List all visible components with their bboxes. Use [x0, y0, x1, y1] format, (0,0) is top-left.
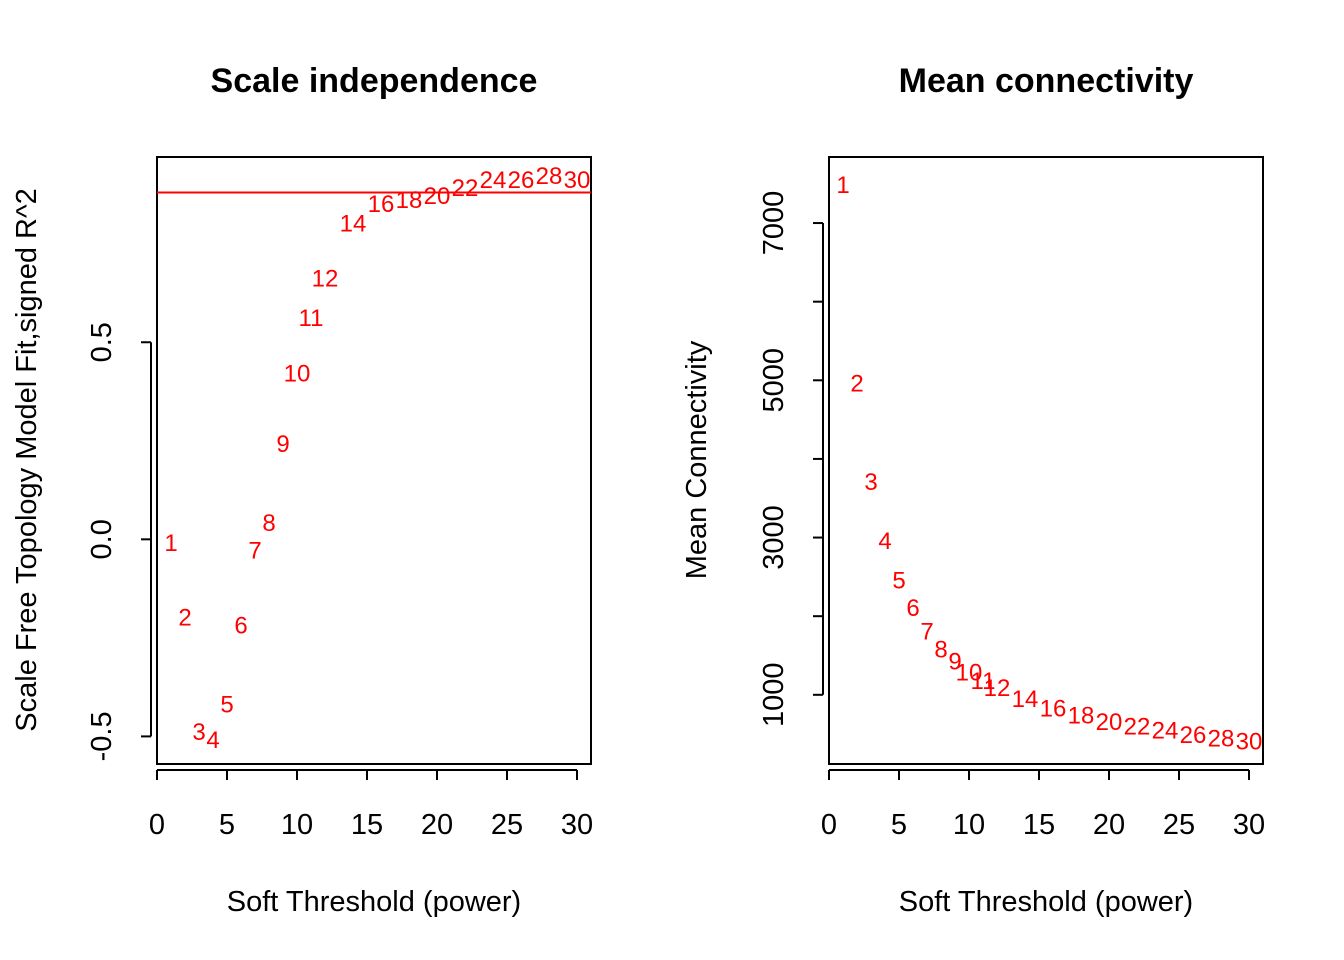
- mean-connectivity-title: Mean connectivity: [899, 62, 1194, 100]
- mean-connectivity-point-label: 1: [836, 172, 849, 199]
- scale-independence-plot-frame: [156, 156, 592, 765]
- mean-connectivity-y-axis: 1000 3000 5000 7000: [758, 191, 824, 728]
- mean-connectivity-x-tick-label: 20: [1093, 809, 1125, 841]
- mean-connectivity-y-tick-label: 1000: [758, 663, 790, 728]
- scale-independence-point-label: 16: [368, 191, 395, 218]
- scale-independence-x-tick-label: 25: [491, 809, 523, 841]
- mean-connectivity-x-axis-label: Soft Threshold (power): [899, 886, 1193, 918]
- mean-connectivity-point-label: 24: [1152, 717, 1179, 744]
- mean-connectivity-point-label: 30: [1236, 728, 1263, 755]
- scale-independence-point-label: 18: [396, 187, 423, 214]
- scale-independence-point-label: 6: [234, 613, 247, 640]
- scale-independence-y-tick-label: 0.5: [86, 322, 118, 362]
- mean-connectivity-x-tick-label: 0: [821, 809, 837, 841]
- mean-connectivity-plot-frame: [828, 156, 1264, 765]
- mean-connectivity-point-label: 6: [906, 595, 919, 622]
- mean-connectivity-x-axis: 0 5 10 15 20 25 30: [821, 769, 1265, 841]
- mean-connectivity-panel: Mean connectivity Soft Threshold (power)…: [681, 62, 1265, 918]
- mean-connectivity-y-tick-label: 5000: [758, 348, 790, 413]
- scale-independence-point-label: 10: [284, 360, 311, 387]
- mean-connectivity-point-label: 12: [984, 675, 1011, 702]
- scale-independence-y-tick-label: -0.5: [86, 711, 118, 761]
- mean-connectivity-y-tick-label: 7000: [758, 191, 790, 256]
- scale-independence-title: Scale independence: [211, 62, 538, 100]
- scale-independence-x-axis: 0 5 10 15 20 25 30: [149, 769, 593, 841]
- scale-independence-point-label: 4: [206, 727, 219, 754]
- scale-independence-point-label: 9: [276, 431, 289, 458]
- mean-connectivity-point-label: 28: [1208, 725, 1235, 752]
- scale-independence-x-axis-label: Soft Threshold (power): [227, 886, 521, 918]
- mean-connectivity-x-tick-label: 10: [953, 809, 985, 841]
- mean-connectivity-point-label: 7: [920, 618, 933, 645]
- mean-connectivity-x-tick-label: 30: [1233, 809, 1265, 841]
- scale-independence-x-tick-label: 30: [561, 809, 593, 841]
- scale-independence-y-axis-label: Scale Free Topology Model Fit,signed R^2: [11, 188, 43, 731]
- mean-connectivity-x-tick-label: 15: [1023, 809, 1055, 841]
- scale-independence-point-label: 11: [299, 305, 324, 332]
- scale-independence-point-label: 7: [248, 538, 261, 565]
- mean-connectivity-point-label: 4: [878, 528, 891, 555]
- scale-independence-y-axis: -0.5 0.0 0.5: [86, 322, 152, 761]
- mean-connectivity-point-label: 5: [892, 567, 905, 594]
- scale-independence-point-label: 8: [262, 510, 275, 537]
- scale-independence-point-label: 14: [340, 211, 367, 238]
- scale-independence-x-tick-label: 0: [149, 809, 165, 841]
- mean-connectivity-point-label: 2: [850, 371, 863, 398]
- mean-connectivity-point-label: 8: [934, 636, 947, 663]
- scale-independence-point-label: 2: [178, 605, 191, 632]
- scale-independence-point-label: 22: [452, 175, 479, 202]
- mean-connectivity-y-tick-label: 3000: [758, 505, 790, 570]
- mean-connectivity-point-label: 10: [956, 659, 983, 686]
- scale-independence-point-label: 3: [192, 719, 205, 746]
- scale-independence-x-tick-label: 20: [421, 809, 453, 841]
- mean-connectivity-point-label: 14: [1012, 686, 1039, 713]
- mean-connectivity-x-tick-label: 5: [891, 809, 907, 841]
- scale-independence-y-tick-label: 0.0: [86, 519, 118, 559]
- mean-connectivity-y-axis-label: Mean Connectivity: [681, 340, 713, 579]
- mean-connectivity-point-label: 11: [971, 668, 996, 695]
- scale-independence-point-label: 12: [312, 266, 339, 293]
- mean-connectivity-point-label: 3: [864, 469, 877, 496]
- scale-independence-panel: Scale independence Soft Threshold (power…: [11, 62, 593, 918]
- scale-independence-point-label: 26: [508, 167, 535, 194]
- scale-independence-point-label: 28: [536, 163, 563, 190]
- mean-connectivity-point-label: 22: [1124, 714, 1151, 741]
- mean-connectivity-x-tick-label: 25: [1163, 809, 1195, 841]
- scale-independence-x-tick-label: 5: [219, 809, 235, 841]
- scale-independence-point-label: 5: [220, 691, 233, 718]
- scale-independence-point-label: 24: [480, 167, 507, 194]
- mean-connectivity-point-label: 20: [1096, 709, 1123, 736]
- mean-connectivity-point-label: 18: [1068, 703, 1095, 730]
- mean-connectivity-point-label: 16: [1040, 695, 1067, 722]
- mean-connectivity-point-label: 9: [948, 648, 961, 675]
- scale-independence-x-tick-label: 15: [351, 809, 383, 841]
- scale-independence-point-label: 20: [424, 183, 451, 210]
- mean-connectivity-point-label: 26: [1180, 722, 1207, 749]
- scale-independence-x-tick-label: 10: [281, 809, 313, 841]
- scale-independence-point-label: 1: [164, 530, 177, 557]
- scale-independence-point-label: 30: [564, 167, 591, 194]
